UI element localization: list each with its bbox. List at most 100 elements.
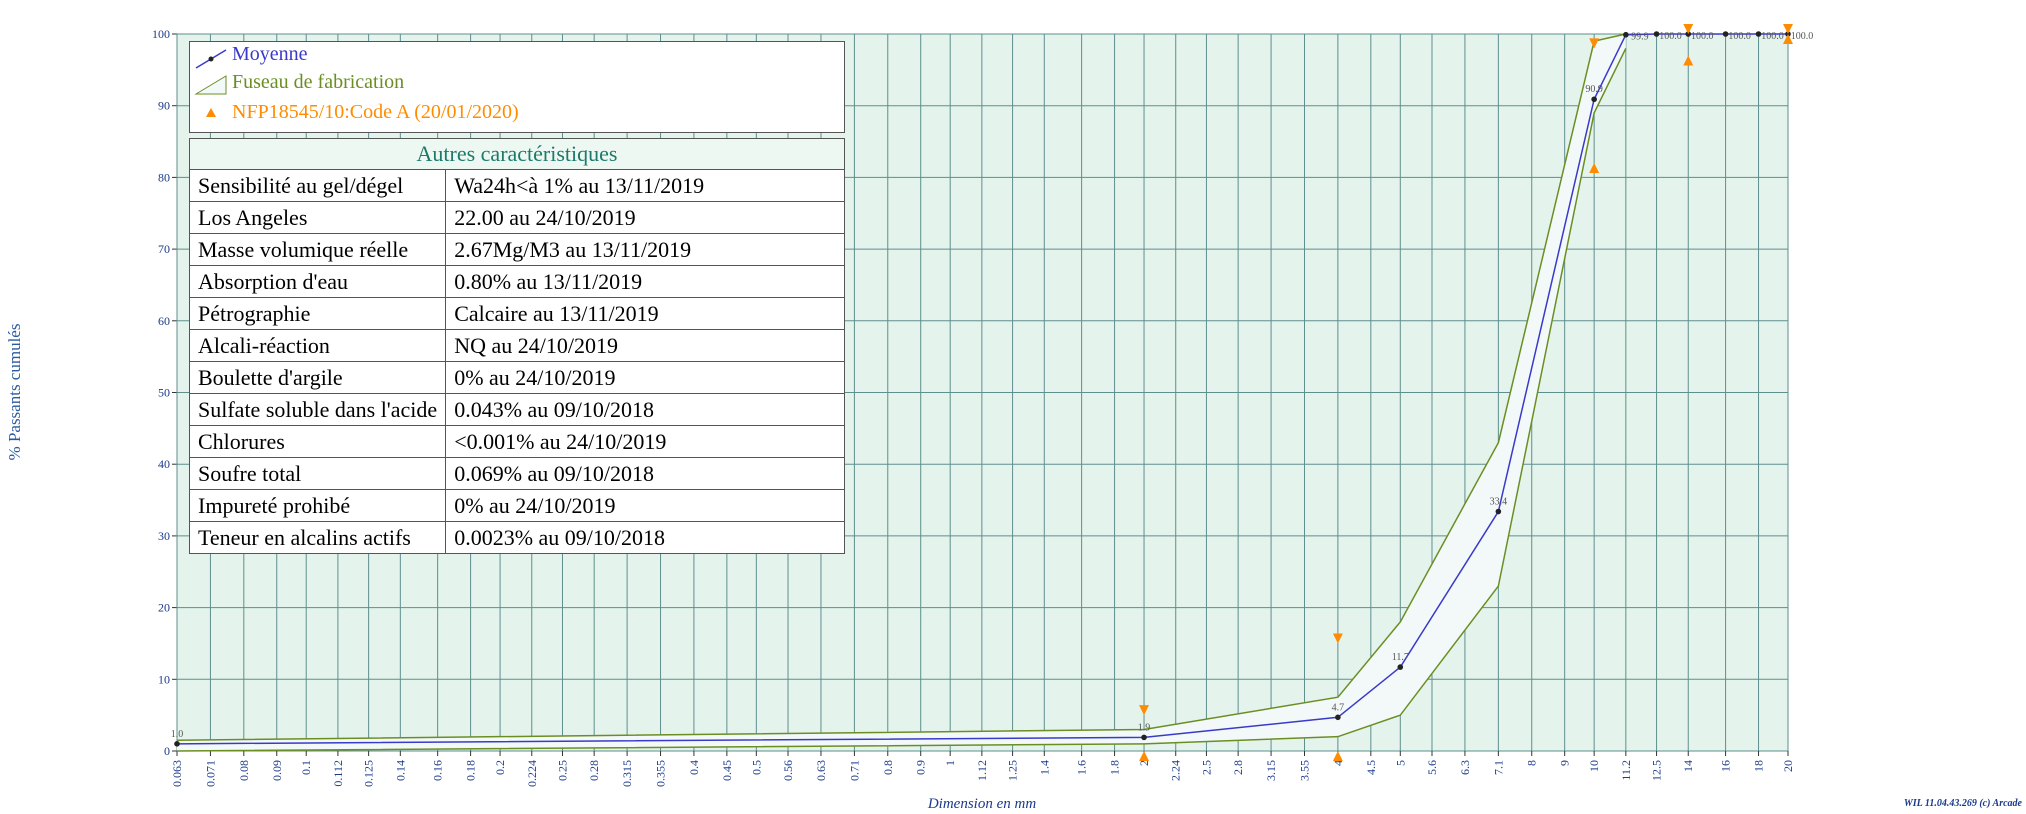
- x-tick-label: 0.224: [525, 760, 539, 787]
- mean-point: [1495, 508, 1502, 515]
- table-cell: Pétrographie: [188, 297, 447, 330]
- x-tick-label: 2.8: [1231, 760, 1245, 775]
- table-cell: 22.00 au 24/10/2019: [445, 201, 845, 234]
- x-tick-label: 4: [1331, 760, 1345, 766]
- table-cell: NQ au 24/10/2019: [445, 329, 845, 362]
- x-tick-label: 0.5: [749, 760, 763, 775]
- x-tick-label: 9: [1558, 760, 1572, 766]
- spec-upper-marker: [1683, 24, 1694, 34]
- x-tick-label: 1.25: [1006, 760, 1020, 781]
- x-tick-label: 0.4: [687, 760, 701, 775]
- table-cell: 0% au 24/10/2019: [445, 361, 845, 394]
- x-tick-label: 0.08: [237, 760, 251, 781]
- y-tick-label: 100: [152, 27, 170, 41]
- x-tick-label: 3.55: [1298, 760, 1312, 781]
- footer: WIL 11.04.43.269 (c) Arcade: [1904, 798, 2023, 809]
- mean-point: [174, 741, 180, 747]
- data-label: 100.0: [1761, 31, 1784, 42]
- legend-icons: [194, 49, 227, 117]
- x-tick-label: 2: [1137, 760, 1151, 766]
- x-tick-label: 5: [1393, 760, 1407, 766]
- table-row: Boulette d'argile 0% au 24/10/2019: [188, 361, 845, 394]
- y-axis-label: % Passants cumulés: [5, 324, 24, 461]
- table-cell: 0.043% au 09/10/2018: [445, 393, 845, 426]
- x-tick-label: 2.24: [1169, 760, 1183, 781]
- x-tick-label: 14: [1681, 760, 1695, 772]
- table-cell: <0.001% au 24/10/2019: [445, 425, 845, 458]
- data-label: 100.0: [1728, 31, 1751, 42]
- table-row: Teneur en alcalins actifs 0.0023% au 09/1…: [188, 521, 845, 554]
- x-tick-label: 0.125: [362, 760, 376, 787]
- y-tick-label: 40: [158, 457, 170, 471]
- legend-entry: Fuseau de fabrication: [232, 71, 405, 93]
- x-tick-label: 5.6: [1425, 760, 1439, 775]
- table-cell: 0.0023% au 09/10/2018: [445, 521, 845, 554]
- table-cell: 0.80% au 13/11/2019: [445, 265, 845, 298]
- x-tick-label: 0.112: [331, 760, 345, 787]
- table-cell: Alcali-réaction: [188, 329, 447, 362]
- data-label: 1.9: [1138, 722, 1151, 733]
- y-tick-label: 80: [158, 170, 170, 184]
- data-label: 99.9: [1631, 32, 1649, 43]
- spec-lower-marker: [1783, 34, 1793, 44]
- y-tick-label: 90: [158, 99, 170, 113]
- x-tick-label: 4.5: [1364, 760, 1378, 775]
- mean-point: [1335, 714, 1341, 721]
- x-tick-label: 0.45: [720, 760, 734, 781]
- data-label: 90.9: [1585, 84, 1603, 95]
- table-row: Soufre total 0.069% au 09/10/2018: [188, 457, 845, 490]
- table-row: Pétrographie Calcaire au 13/11/2019: [188, 297, 845, 330]
- x-tick-label: 8: [1525, 760, 1539, 766]
- data-label: 100.0: [1691, 31, 1714, 42]
- legend-entry: NFP18545/10:Code A (20/01/2020): [232, 101, 519, 123]
- table-cell: Los Angeles: [188, 201, 447, 234]
- x-tick-label: 0.09: [270, 760, 284, 781]
- data-label: 100.0: [1659, 31, 1682, 42]
- x-tick-label: 0.1: [299, 760, 313, 775]
- x-tick-label: 0.71: [847, 760, 861, 781]
- legend-entry: Moyenne: [232, 43, 308, 65]
- spec-lower-marker: [1589, 163, 1600, 174]
- x-tick-label: 0.063: [170, 760, 184, 787]
- mean-point: [1397, 664, 1404, 670]
- y-tick-label: 70: [158, 242, 170, 256]
- x-tick-label: 0.071: [203, 760, 217, 787]
- x-tick-label: 1.12: [975, 760, 989, 781]
- x-tick-label: 0.18: [464, 760, 478, 781]
- x-tick-label: 1.4: [1037, 760, 1051, 775]
- table-row: Impureté prohibé 0% au 24/10/2019: [188, 489, 845, 522]
- mean-point: [1755, 31, 1762, 37]
- table-cell: Impureté prohibé: [188, 489, 447, 522]
- spec-lower-marker: [1683, 55, 1694, 66]
- x-tick-label: 1.8: [1108, 760, 1122, 775]
- table-cell: Calcaire au 13/11/2019: [445, 297, 845, 330]
- x-axis-label: Dimension en mm: [927, 796, 1036, 812]
- table-row: Los Angeles 22.00 au 24/10/2019: [188, 201, 845, 234]
- table-header: Autres caractéristiques: [189, 138, 845, 170]
- x-tick-label: 20: [1781, 760, 1795, 772]
- table-row: Sensibilité au gel/dégel Wa24h<à 1% au 13…: [188, 169, 845, 202]
- spec-upper-marker: [1783, 24, 1793, 34]
- table-cell: Chlorures: [188, 425, 447, 458]
- table-row: Absorption d'eau 0.80% au 13/11/2019: [188, 265, 845, 298]
- mean-point: [1722, 31, 1729, 37]
- y-tick-label: 30: [158, 529, 170, 543]
- table-row: Alcali-réaction NQ au 24/10/2019: [188, 329, 845, 362]
- table-cell: Sulfate soluble dans l'acide: [188, 393, 447, 426]
- mean-point: [1623, 31, 1629, 38]
- x-tick-label: 0.25: [555, 760, 569, 781]
- data-label: 1.0: [171, 729, 184, 740]
- table-cell: Wa24h<à 1% au 13/11/2019: [445, 169, 845, 202]
- spec-upper-marker: [1589, 38, 1600, 49]
- y-tick-label: 50: [158, 386, 170, 400]
- x-tick-label: 0.315: [620, 760, 634, 787]
- x-tick-label: 6.3: [1458, 760, 1472, 775]
- characteristics-table: Autres caractéristiques Sensibilité au ge…: [188, 138, 845, 554]
- table-cell: 2.67Mg/M3 au 13/11/2019: [445, 233, 845, 266]
- x-tick-label: 0.63: [814, 760, 828, 781]
- x-tick-label: 0.8: [881, 760, 895, 775]
- x-tick-label: 0.9: [914, 760, 928, 775]
- envelope-lower: [176, 48, 1627, 752]
- mean-point: [1591, 96, 1597, 103]
